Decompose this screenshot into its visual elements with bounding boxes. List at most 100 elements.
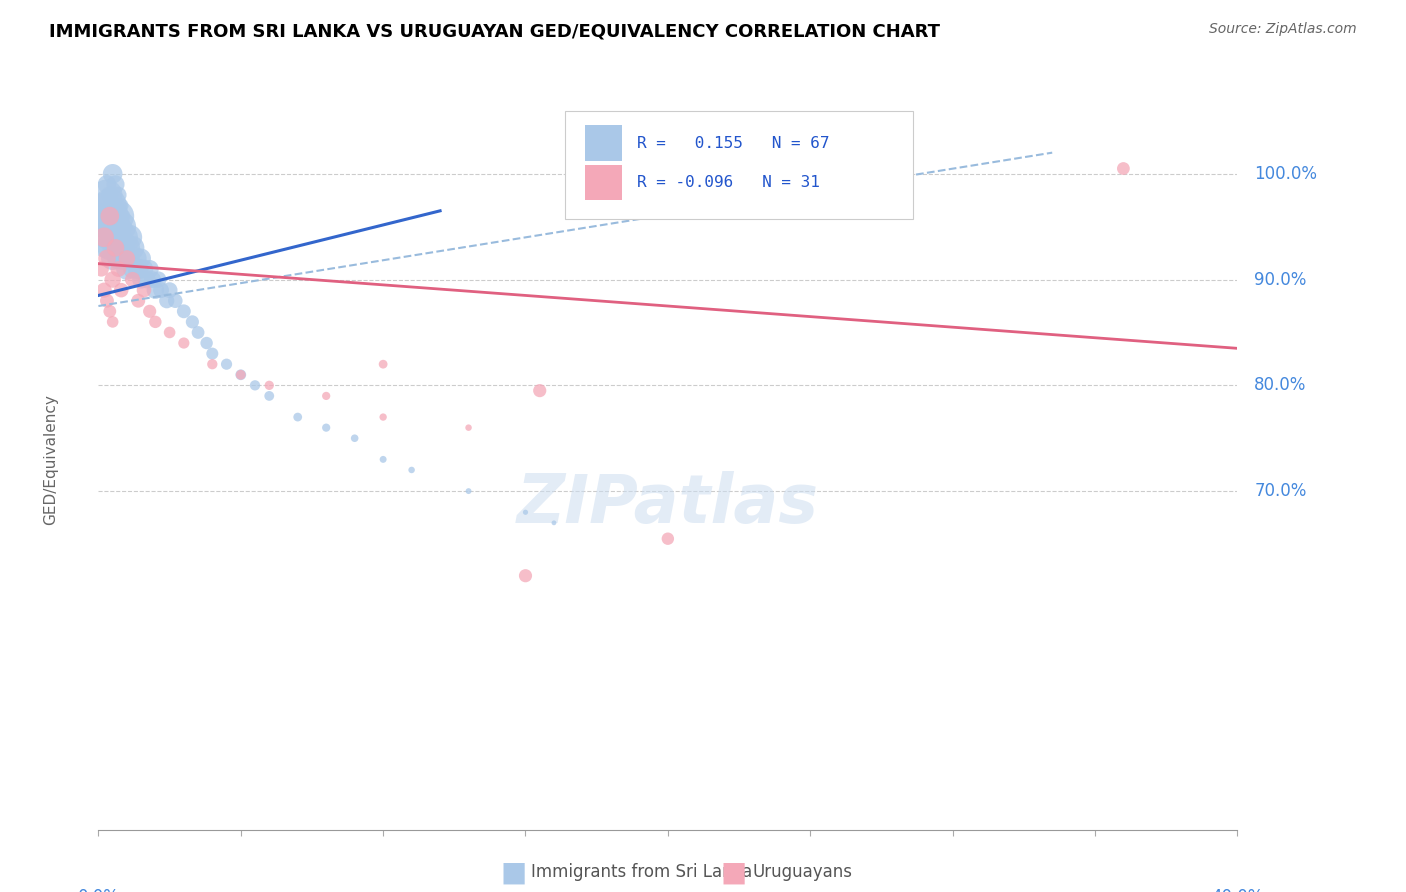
Point — [104, 219, 127, 234]
Text: ■: ■ — [501, 858, 526, 887]
Point — [215, 357, 238, 371]
Point — [124, 252, 146, 266]
Point — [315, 389, 337, 403]
Point — [373, 410, 395, 425]
Point — [127, 293, 149, 308]
Bar — [585, 165, 623, 201]
Point — [96, 293, 118, 308]
Point — [96, 188, 118, 202]
Point — [315, 420, 337, 434]
Point — [118, 230, 141, 244]
Point — [129, 252, 152, 266]
Point — [343, 431, 366, 445]
Point — [98, 304, 121, 318]
Point — [141, 272, 163, 286]
Point — [287, 410, 309, 425]
Point — [159, 283, 181, 297]
Point — [98, 198, 121, 212]
Point — [115, 262, 138, 277]
Point — [259, 389, 281, 403]
Point — [515, 568, 537, 582]
Point — [259, 378, 281, 392]
Point — [115, 219, 138, 234]
Point — [129, 272, 152, 286]
Point — [148, 272, 170, 286]
Point — [181, 315, 204, 329]
Point — [96, 230, 118, 244]
Point — [112, 209, 135, 223]
Text: ZIPatlas: ZIPatlas — [517, 471, 818, 537]
Text: IMMIGRANTS FROM SRI LANKA VS URUGUAYAN GED/EQUIVALENCY CORRELATION CHART: IMMIGRANTS FROM SRI LANKA VS URUGUAYAN G… — [49, 22, 941, 40]
Point — [101, 252, 124, 266]
Point — [373, 452, 395, 467]
Point — [145, 315, 167, 329]
Point — [110, 219, 132, 234]
Point — [457, 484, 479, 499]
Point — [173, 336, 195, 351]
Point — [115, 252, 138, 266]
FancyBboxPatch shape — [565, 112, 912, 219]
Point — [132, 262, 155, 277]
Point — [150, 283, 173, 297]
Point — [104, 178, 127, 192]
Point — [543, 516, 565, 530]
Point — [93, 230, 115, 244]
Point — [101, 272, 124, 286]
Text: R = -0.096   N = 31: R = -0.096 N = 31 — [637, 175, 820, 190]
Point — [145, 283, 167, 297]
Point — [101, 315, 124, 329]
Point — [243, 378, 266, 392]
Point — [107, 252, 129, 266]
Point — [229, 368, 252, 382]
Point — [104, 241, 127, 255]
Point — [104, 241, 127, 255]
Text: Source: ZipAtlas.com: Source: ZipAtlas.com — [1209, 22, 1357, 37]
Point — [98, 209, 121, 223]
Point — [373, 357, 395, 371]
Point — [201, 346, 224, 360]
Point — [156, 293, 179, 308]
Text: ■: ■ — [721, 858, 747, 887]
Point — [96, 178, 118, 192]
Point — [110, 198, 132, 212]
Point — [138, 262, 160, 277]
Text: Uruguayans: Uruguayans — [752, 863, 852, 881]
Text: 90.0%: 90.0% — [1254, 270, 1306, 289]
Point — [118, 252, 141, 266]
Text: Immigrants from Sri Lanka: Immigrants from Sri Lanka — [531, 863, 752, 881]
Point — [101, 209, 124, 223]
Point — [121, 262, 143, 277]
Point — [98, 188, 121, 202]
Point — [90, 219, 112, 234]
Text: 40.0%: 40.0% — [1211, 888, 1264, 892]
Text: R =   0.155   N = 67: R = 0.155 N = 67 — [637, 136, 830, 151]
Point — [101, 230, 124, 244]
Point — [93, 219, 115, 234]
Point — [110, 283, 132, 297]
Bar — [585, 126, 623, 161]
Point — [229, 368, 252, 382]
Point — [96, 252, 118, 266]
Point — [112, 252, 135, 266]
Point — [93, 241, 115, 255]
Point — [127, 262, 149, 277]
Point — [135, 272, 157, 286]
Point — [96, 209, 118, 223]
Text: GED/Equivalency: GED/Equivalency — [44, 394, 58, 524]
Point — [90, 262, 112, 277]
Point — [1112, 161, 1135, 176]
Point — [107, 230, 129, 244]
Point — [138, 304, 160, 318]
Point — [101, 167, 124, 181]
Point — [201, 357, 224, 371]
Point — [657, 532, 679, 546]
Point — [107, 262, 129, 277]
Point — [515, 505, 537, 519]
Point — [165, 293, 187, 308]
Text: 0.0%: 0.0% — [77, 888, 120, 892]
Point — [187, 326, 209, 340]
Point — [112, 230, 135, 244]
Point — [107, 209, 129, 223]
Point — [159, 326, 181, 340]
Point — [457, 420, 479, 434]
